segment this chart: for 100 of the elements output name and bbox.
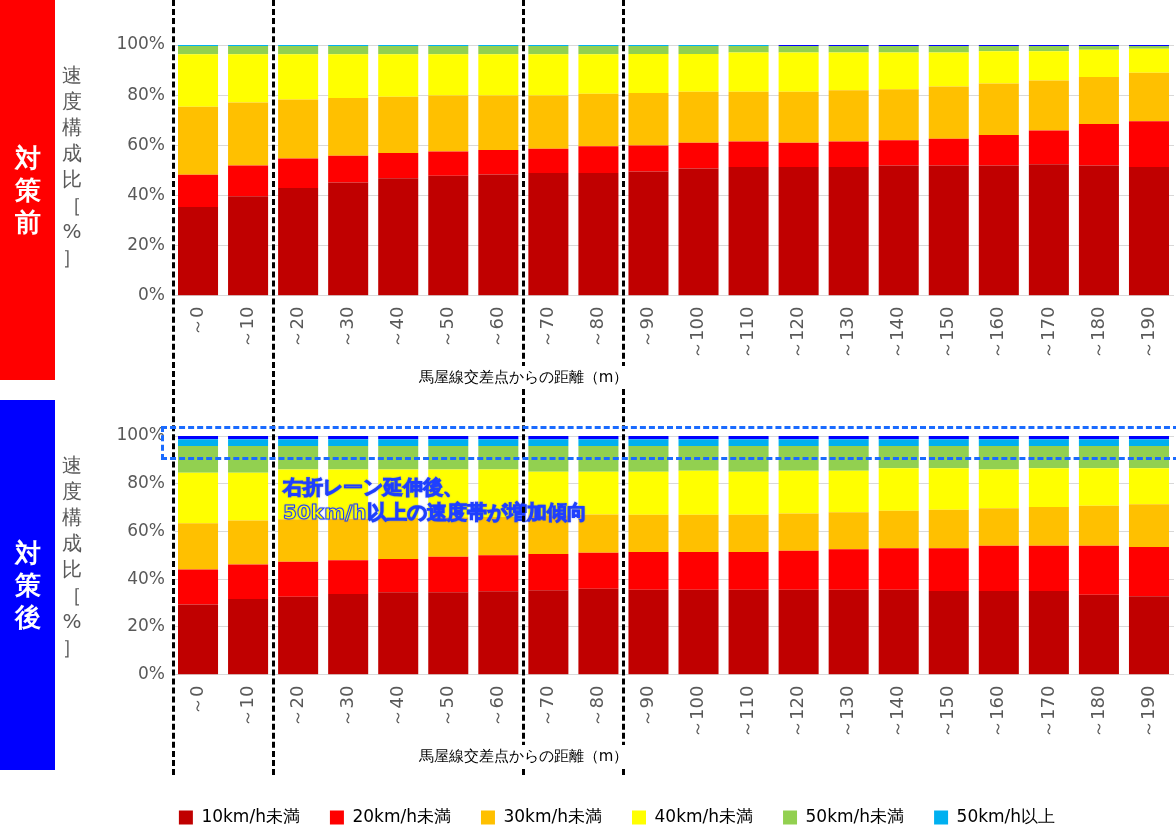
bar [728,471,769,515]
bar [328,46,369,55]
bar [828,436,869,440]
legend-label: 50km/h未満 [805,805,905,826]
bar [728,52,769,92]
bar [728,167,769,296]
bar [928,436,969,440]
bar [978,51,1019,84]
bar [428,54,469,96]
x-tick-label: ～30 [335,306,357,348]
bar [478,591,519,675]
bar [1028,46,1069,52]
y-tick-label: 20% [127,233,165,254]
bar [878,52,919,90]
bar [178,569,219,605]
bar [328,155,369,183]
x-tick-label: ～40 [385,685,407,727]
bar [378,558,419,593]
legend-label: 10km/h未満 [201,805,300,826]
bar [628,93,669,146]
bar [878,46,919,53]
bar [428,95,469,152]
bar [1078,545,1119,595]
bar [628,514,669,552]
bar [778,439,819,447]
bar [1028,506,1069,546]
x-tick-label: ～20 [285,306,307,348]
legend-label: 50km/h以上 [956,805,1056,826]
bar [778,436,819,440]
bar [1028,545,1069,591]
x-tick-label: ～100 [686,306,708,359]
bar [1128,72,1169,122]
x-tick-label: ～90 [636,685,658,727]
bar [328,439,369,447]
bar [1128,121,1169,168]
bar [1078,165,1119,296]
bar [278,158,319,189]
bar [228,598,269,675]
legend-label: 40km/h未満 [654,805,754,826]
bar [978,439,1019,447]
bar [728,439,769,447]
bar [678,446,719,471]
bar [228,165,269,197]
bar [578,439,619,447]
bar [378,46,419,55]
bar [728,589,769,675]
bar [378,436,419,440]
x-tick-label: ～80 [586,306,608,348]
bar [728,514,769,552]
bar [528,173,569,296]
bar [828,549,869,590]
bar [1028,590,1069,675]
y-axis-title: 速度構成比［%］ [61,62,83,270]
bar [228,436,269,440]
y-tick-label: 20% [127,615,165,636]
y-tick-label: 40% [127,183,165,204]
bar [1128,439,1169,447]
bar [778,52,819,92]
bar [428,556,469,593]
bar [628,439,669,447]
bar [828,141,869,168]
y-tick-label: 80% [127,83,165,104]
bar [828,589,869,675]
bar [778,46,819,53]
bar [228,439,269,447]
bar [678,91,719,143]
bar [878,589,919,675]
bar [628,54,669,94]
bar [328,593,369,675]
bar [428,175,469,296]
x-tick-label: ～30 [335,685,357,727]
bar [928,590,969,675]
bar [178,446,219,473]
bar [628,589,669,675]
bar [1078,505,1119,546]
bar [978,436,1019,440]
bar [878,165,919,296]
bar [628,171,669,296]
x-tick-label: ～50 [435,306,457,348]
bar [678,54,719,92]
bar [178,206,219,296]
x-tick-label: ～170 [1036,685,1058,738]
bar [728,141,769,168]
bar [828,512,869,550]
bar [878,436,919,440]
bar [778,167,819,296]
bar [1078,594,1119,675]
bar [678,439,719,447]
bar [378,439,419,447]
bar [178,54,219,107]
bar [628,471,669,515]
y-tick-label: 100% [116,424,165,445]
bar [978,545,1019,591]
bar [1128,468,1169,505]
x-tick-label: ～150 [936,306,958,359]
x-tick-label: ～40 [385,306,407,348]
bar [478,46,519,55]
bar [1078,468,1119,506]
bar [528,95,569,149]
x-tick-label: ～50 [435,685,457,727]
